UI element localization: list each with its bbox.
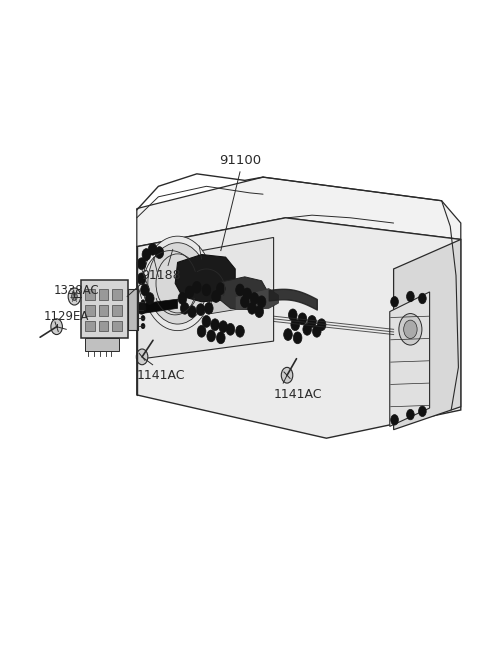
Circle shape <box>216 283 225 295</box>
Circle shape <box>141 316 145 321</box>
Circle shape <box>145 293 154 304</box>
Circle shape <box>178 293 187 304</box>
Circle shape <box>137 302 146 314</box>
Polygon shape <box>137 237 274 359</box>
Circle shape <box>419 293 426 304</box>
Circle shape <box>243 288 252 300</box>
Bar <box>85 338 119 351</box>
Polygon shape <box>175 255 235 302</box>
Circle shape <box>143 236 212 331</box>
Circle shape <box>137 258 146 270</box>
Circle shape <box>148 243 207 324</box>
Bar <box>99 305 108 316</box>
Text: 1141AC: 1141AC <box>274 388 322 401</box>
Circle shape <box>240 296 249 308</box>
Circle shape <box>255 306 264 318</box>
Bar <box>85 289 95 300</box>
Circle shape <box>303 323 312 335</box>
Circle shape <box>51 319 62 335</box>
Circle shape <box>291 319 300 331</box>
Polygon shape <box>142 299 178 314</box>
Circle shape <box>207 330 216 342</box>
Circle shape <box>257 296 266 308</box>
Bar <box>112 305 122 316</box>
Circle shape <box>308 316 316 327</box>
Circle shape <box>407 409 414 420</box>
Bar <box>99 289 108 300</box>
Circle shape <box>419 406 426 417</box>
Circle shape <box>141 300 145 305</box>
Circle shape <box>248 302 256 314</box>
Polygon shape <box>394 239 461 430</box>
Text: 91188: 91188 <box>142 269 181 282</box>
Text: 1338AC: 1338AC <box>54 283 99 297</box>
Circle shape <box>188 306 196 318</box>
Circle shape <box>281 367 293 383</box>
Bar <box>99 321 108 331</box>
Polygon shape <box>390 292 430 426</box>
Circle shape <box>236 325 244 337</box>
Circle shape <box>219 321 228 333</box>
Bar <box>128 289 138 330</box>
Circle shape <box>185 286 194 298</box>
Circle shape <box>155 247 164 258</box>
Polygon shape <box>221 277 268 310</box>
Circle shape <box>216 332 225 344</box>
Circle shape <box>317 319 326 331</box>
Circle shape <box>192 281 201 293</box>
Circle shape <box>288 309 297 321</box>
Circle shape <box>211 319 219 331</box>
Circle shape <box>141 284 149 296</box>
Circle shape <box>142 249 151 260</box>
Polygon shape <box>211 285 235 314</box>
Polygon shape <box>235 289 278 310</box>
Circle shape <box>407 291 414 302</box>
Bar <box>112 289 122 300</box>
Circle shape <box>204 302 213 314</box>
Circle shape <box>148 243 157 255</box>
Text: 1129EA: 1129EA <box>43 310 89 323</box>
Circle shape <box>72 293 77 300</box>
Circle shape <box>284 329 292 340</box>
Circle shape <box>250 293 259 304</box>
Circle shape <box>136 349 148 365</box>
Circle shape <box>197 325 206 337</box>
Polygon shape <box>137 218 461 438</box>
Circle shape <box>391 415 398 425</box>
Polygon shape <box>137 177 461 247</box>
Circle shape <box>202 316 211 327</box>
Circle shape <box>141 323 145 329</box>
Bar <box>81 280 128 338</box>
Circle shape <box>68 288 81 305</box>
Circle shape <box>226 323 235 335</box>
Circle shape <box>391 297 398 307</box>
Circle shape <box>212 291 220 302</box>
Circle shape <box>141 308 145 313</box>
Circle shape <box>293 332 302 344</box>
Circle shape <box>202 284 211 296</box>
Circle shape <box>137 273 146 285</box>
Circle shape <box>236 284 244 296</box>
Circle shape <box>312 325 321 337</box>
Circle shape <box>196 304 205 316</box>
Circle shape <box>404 320 417 338</box>
Bar <box>112 321 122 331</box>
Circle shape <box>180 302 189 314</box>
Circle shape <box>399 314 422 345</box>
Text: 91100: 91100 <box>219 154 261 167</box>
Text: 1141AC: 1141AC <box>137 369 185 382</box>
Bar <box>85 305 95 316</box>
Circle shape <box>156 254 199 313</box>
Circle shape <box>298 313 307 325</box>
Bar <box>85 321 95 331</box>
